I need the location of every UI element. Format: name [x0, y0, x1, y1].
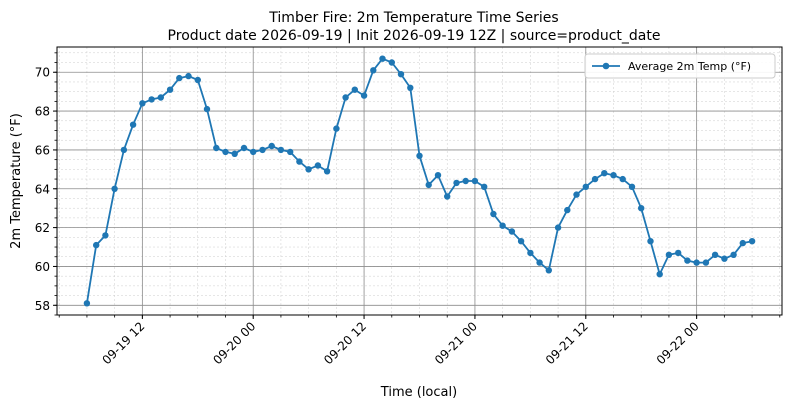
y-axis: 58 60 62 64 66 68 70 — [35, 52, 57, 316]
data-point — [564, 206, 571, 214]
data-point — [721, 255, 728, 262]
x-tick-label: 09-21 12 — [543, 319, 591, 367]
legend-marker-swatch — [602, 62, 610, 70]
data-point — [397, 71, 405, 78]
data-point — [434, 172, 442, 179]
data-point — [481, 183, 488, 190]
x-tick-label: 09-19 12 — [99, 319, 147, 367]
data-point — [203, 105, 211, 113]
data-point — [166, 86, 174, 93]
data-point — [259, 146, 266, 154]
data-point — [527, 249, 534, 257]
data-point — [296, 158, 303, 165]
data-point — [610, 172, 617, 179]
data-point — [250, 148, 257, 156]
data-point — [453, 179, 460, 187]
data-point — [554, 224, 562, 231]
data-point — [379, 55, 386, 62]
data-point — [425, 181, 432, 189]
data-point — [93, 241, 100, 249]
data-point — [139, 100, 146, 107]
legend: Average 2m Temp (°F) — [584, 53, 776, 79]
data-point — [370, 67, 377, 74]
data-point — [342, 94, 349, 101]
data-point — [314, 162, 322, 169]
x-axis-label: Time (local) — [380, 385, 457, 400]
data-point — [730, 251, 737, 258]
data-point — [684, 257, 691, 264]
data-point — [287, 148, 294, 156]
data-point — [176, 74, 183, 82]
y-tick-label: 66 — [35, 143, 50, 157]
data-point — [222, 148, 229, 156]
data-point — [638, 205, 645, 212]
data-point — [591, 175, 599, 183]
data-point — [277, 146, 285, 154]
data-point — [240, 144, 248, 152]
data-point — [573, 191, 580, 198]
data-point — [213, 144, 220, 152]
data-point — [111, 185, 118, 192]
x-tick-label: 09-22 00 — [654, 319, 702, 367]
data-point — [444, 193, 451, 200]
y-tick-label: 64 — [35, 182, 50, 196]
y-axis-label: 2m Temperature (°F) — [9, 113, 24, 249]
data-point — [388, 59, 395, 66]
y-tick-label: 68 — [35, 105, 50, 119]
data-point — [323, 168, 331, 175]
data-point — [517, 238, 525, 245]
data-point — [120, 146, 128, 154]
data-point — [185, 72, 192, 80]
data-point — [536, 259, 543, 266]
data-point — [748, 238, 756, 245]
data-point — [102, 232, 109, 239]
data-point — [675, 249, 682, 257]
data-point — [711, 251, 719, 258]
data-point — [647, 238, 654, 245]
data-point — [508, 228, 516, 235]
x-tick-label: 09-21 00 — [432, 319, 480, 367]
y-tick-label: 58 — [35, 299, 50, 313]
data-point — [333, 125, 340, 132]
x-axis: 09-19 12 09-20 00 09-20 12 09-21 00 09-21 12… — [58, 315, 781, 367]
data-point — [351, 86, 358, 93]
data-point — [305, 166, 312, 173]
data-point — [490, 210, 497, 218]
data-point — [739, 239, 746, 247]
x-tick-label: 09-20 00 — [210, 319, 258, 367]
legend-box — [584, 53, 776, 79]
data-point — [601, 170, 608, 177]
data-point — [129, 121, 137, 128]
chart-title: Timber Fire: 2m Temperature Time Series — [268, 10, 558, 26]
data-point — [83, 300, 91, 307]
y-tick-label: 62 — [35, 221, 50, 235]
legend-label: Average 2m Temp (°F) — [628, 60, 751, 73]
data-point — [157, 94, 164, 101]
data-point — [407, 84, 414, 92]
series-layer — [83, 55, 756, 307]
data-point — [545, 267, 552, 274]
data-point — [268, 142, 275, 150]
data-point — [619, 175, 626, 183]
y-tick-label: 70 — [35, 66, 50, 80]
chart-subtitle: Product date 2026-09-19 | Init 2026-09-1… — [168, 28, 661, 44]
data-point — [148, 96, 155, 103]
data-point — [628, 183, 636, 190]
data-point — [665, 251, 673, 258]
y-tick-label: 60 — [35, 260, 50, 274]
data-point — [416, 152, 423, 159]
minor-grid — [57, 47, 782, 316]
data-point — [656, 271, 663, 278]
data-point — [231, 150, 238, 157]
data-point — [471, 177, 479, 185]
x-tick-label: 09-20 12 — [321, 319, 369, 367]
data-point — [360, 92, 368, 99]
data-point — [693, 259, 700, 266]
data-point — [462, 177, 469, 185]
data-point — [499, 222, 506, 229]
data-point — [702, 259, 710, 266]
data-point — [194, 76, 201, 84]
data-point — [582, 183, 589, 190]
